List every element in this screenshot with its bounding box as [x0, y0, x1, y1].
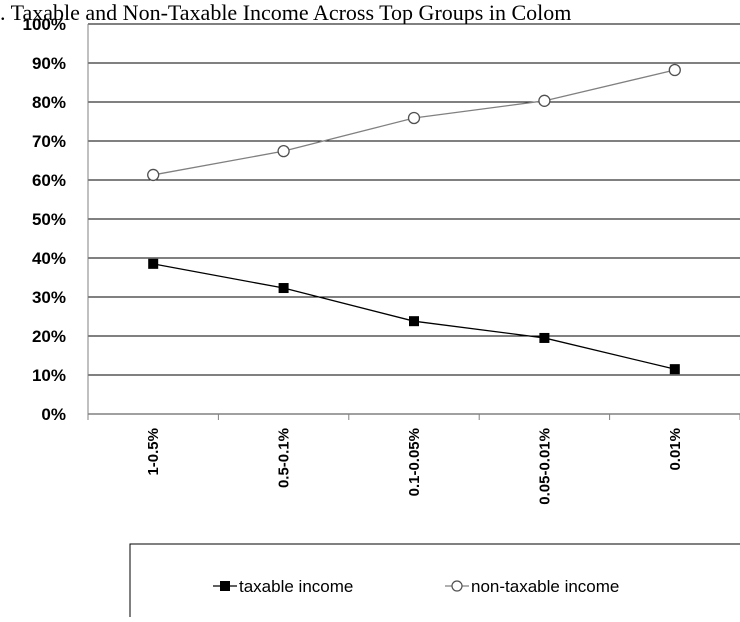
y-tick-label: 50% — [32, 210, 66, 229]
x-tick-label: 0.5-0.1% — [276, 428, 293, 488]
y-tick-label: 30% — [32, 288, 66, 307]
data-point — [278, 283, 289, 294]
data-point — [539, 332, 550, 343]
data-point — [538, 94, 551, 107]
y-tick-label: 90% — [32, 54, 66, 73]
legend-marker — [451, 580, 463, 592]
series-lines — [147, 63, 681, 375]
data-point — [407, 111, 421, 125]
legend-marker — [220, 581, 230, 591]
x-tick-label: 0.05-0.01% — [536, 428, 553, 505]
x-tick-label: 0.1-0.05% — [406, 428, 423, 496]
data-point — [668, 63, 681, 77]
data-point — [147, 168, 160, 182]
chart-title: . Taxable and Non-Taxable Income Across … — [0, 0, 571, 25]
grid-lines — [88, 23, 740, 376]
y-tick-label: 60% — [32, 171, 66, 190]
x-tick-label: 1-0.5% — [145, 428, 162, 476]
y-tick-label: 10% — [32, 366, 66, 385]
x-axis-ticks: 1-0.5% 0.5-0.1% 0.1-0.05% 0.05-0.01% 0.01% — [145, 428, 684, 505]
y-tick-label: 70% — [32, 132, 66, 151]
y-axis-ticks: 0% 10% 20% 30% 40% 50% 60% 70% 80% 90% 100% — [23, 15, 66, 424]
data-point — [277, 144, 290, 158]
y-tick-label: 40% — [32, 249, 66, 268]
axes — [87, 24, 740, 420]
data-point — [148, 258, 159, 269]
legend: taxable income non-taxable income — [129, 543, 740, 617]
y-tick-label: 80% — [32, 93, 66, 112]
data-point — [669, 364, 680, 375]
y-tick-label: 100% — [23, 15, 66, 34]
legend-label: taxable income — [239, 577, 353, 596]
legend-box — [129, 543, 740, 617]
y-tick-label: 20% — [32, 327, 66, 346]
data-point — [409, 316, 419, 327]
y-tick-label: 0% — [41, 405, 66, 424]
legend-label: non-taxable income — [471, 577, 619, 596]
x-tick-label: 0.01% — [667, 428, 684, 471]
